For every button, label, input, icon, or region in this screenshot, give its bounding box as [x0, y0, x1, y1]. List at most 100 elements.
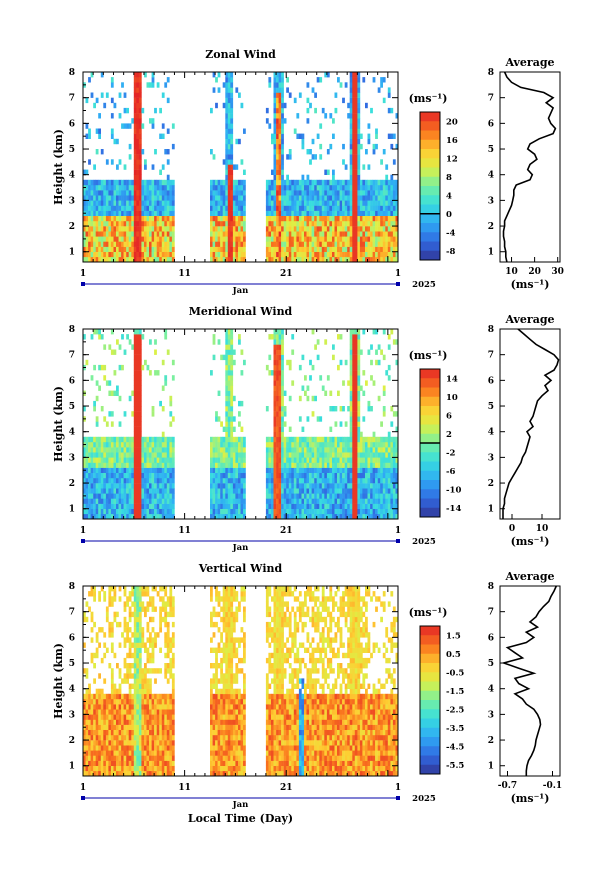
heatmap-cell [156, 82, 160, 88]
heatmap-cell [278, 467, 282, 473]
heatmap-cell [347, 488, 350, 494]
heatmap-cell [225, 195, 229, 201]
heatmap-cell [395, 195, 399, 201]
heatmap-cell [116, 205, 119, 211]
heatmap-cell [301, 436, 305, 443]
heatmap-cell [98, 364, 101, 371]
heatmap-cell [85, 724, 89, 730]
heatmap-cell [164, 493, 168, 499]
heatmap-cell [100, 508, 104, 515]
heatmap-cell [334, 488, 338, 494]
heatmap-cell [83, 256, 86, 263]
heatmap-cell [349, 200, 353, 206]
heatmap-cell [349, 251, 353, 258]
heatmap-cell [395, 462, 399, 468]
heatmap-cell [281, 210, 284, 216]
heatmap-cell [240, 447, 244, 453]
heatmap-cell [243, 246, 246, 252]
heatmap-cell [390, 133, 394, 139]
heatmap-cell [281, 87, 284, 93]
heatmap-cell [126, 477, 129, 484]
heatmap-cell [220, 442, 223, 448]
heatmap-cell [93, 467, 96, 473]
heatmap-cell [354, 118, 358, 124]
profile-y-tick-label: 7 [488, 94, 494, 104]
heatmap-cell [164, 472, 168, 479]
heatmap-cell [121, 493, 124, 499]
heatmap-cell [357, 185, 361, 191]
heatmap-cell [138, 483, 142, 489]
heatmap-cell [131, 390, 135, 396]
heatmap-cell [164, 447, 168, 453]
heatmap-cell [212, 467, 216, 473]
heatmap-cell [116, 513, 119, 520]
heatmap-cell [276, 195, 279, 201]
heatmap-cell [311, 154, 315, 160]
heatmap-cell [230, 241, 234, 247]
heatmap-cell [367, 195, 371, 201]
heatmap-cell [230, 503, 234, 509]
heatmap-cell [98, 765, 101, 772]
heatmap-cell [334, 220, 338, 227]
heatmap-cell [238, 513, 241, 520]
heatmap-cell [293, 457, 297, 463]
heatmap-cell [133, 77, 137, 83]
heatmap-cell [85, 169, 89, 175]
heatmap-cell [278, 380, 282, 386]
heatmap-cell [136, 159, 140, 165]
heatmap-cell [329, 190, 333, 196]
heatmap-cell [359, 457, 363, 463]
heatmap-cell [230, 72, 234, 78]
heatmap-cell [387, 200, 391, 206]
heatmap-cell [121, 740, 124, 746]
heatmap-cell [347, 241, 350, 247]
heatmap-cell [390, 447, 394, 453]
heatmap-cell [276, 87, 279, 93]
heatmap-cell [276, 503, 279, 509]
heatmap-cell [149, 472, 152, 479]
heatmap-cell [93, 462, 96, 468]
heatmap-cell [349, 380, 353, 386]
heatmap-cell [123, 436, 127, 443]
heatmap-cell [110, 503, 114, 509]
heatmap-cell [309, 226, 312, 232]
heatmap-cell [141, 236, 145, 242]
heatmap-cell [85, 226, 89, 232]
heatmap-cell [306, 483, 310, 489]
heatmap-cell [133, 364, 137, 371]
heatmap-cell [171, 488, 175, 494]
heatmap-cell [273, 339, 277, 345]
heatmap-cell [362, 77, 366, 83]
heatmap-cell [138, 508, 142, 515]
heatmap-cell [332, 133, 335, 139]
heatmap-cell [116, 220, 119, 227]
heatmap-cell [271, 488, 274, 494]
heatmap-cell [108, 724, 112, 730]
heatmap-cell [220, 251, 223, 258]
heatmap-cell [83, 457, 86, 463]
heatmap-cell [146, 195, 150, 201]
heatmap-cell [113, 493, 117, 499]
heatmap-cell [103, 442, 107, 448]
heatmap-cell [93, 457, 96, 463]
heatmap-cell [395, 220, 399, 227]
heatmap-cell [156, 472, 160, 479]
heatmap-cell [306, 195, 310, 201]
heatmap-cell [232, 472, 236, 479]
heatmap-cell [357, 159, 361, 165]
heatmap-cell [110, 760, 114, 766]
heatmap-cell [337, 231, 340, 237]
heatmap-cell [128, 195, 132, 201]
heatmap-cell [243, 359, 246, 366]
heatmap-cell [83, 220, 86, 227]
heatmap-cell [121, 447, 124, 453]
heatmap-cell [298, 185, 302, 191]
heatmap-cell [108, 210, 112, 216]
heatmap-cell [110, 77, 114, 83]
heatmap-cell [128, 488, 132, 494]
heatmap-cell [159, 483, 162, 489]
heatmap-cell [118, 231, 122, 237]
heatmap-cell [232, 457, 236, 463]
heatmap-cell [349, 149, 353, 155]
heatmap-cell [273, 251, 277, 258]
